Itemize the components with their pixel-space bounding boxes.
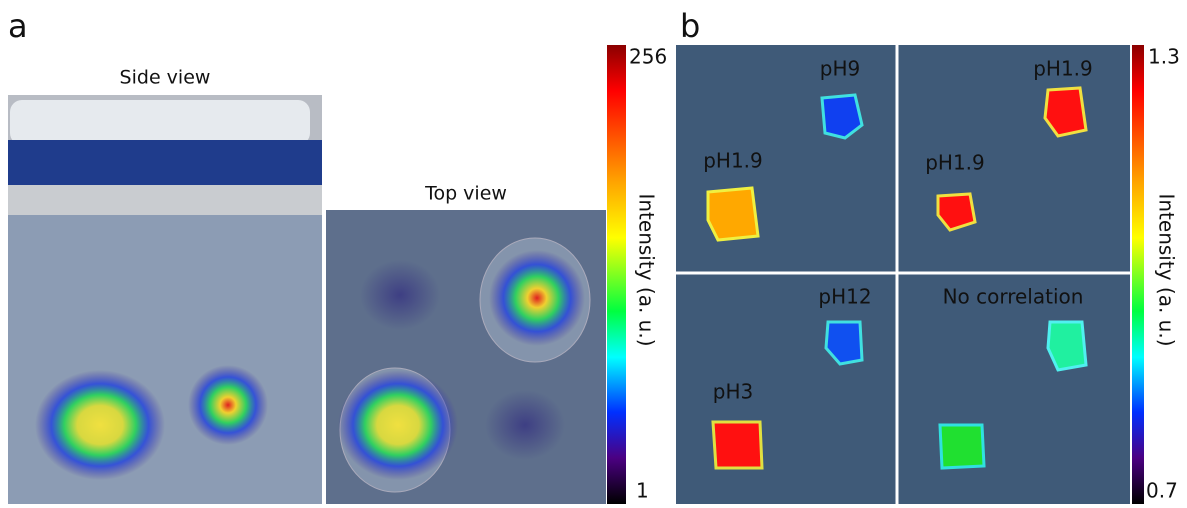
page: {"panel_a": {"label": "a", "side_view": … [0, 0, 1187, 508]
blob [1048, 322, 1086, 370]
body: a Side view Top view 256 1 Intensity (a.… [0, 0, 1187, 508]
colorbar-min: 1 [636, 479, 649, 503]
figure: a Side view Top view 256 1 Intensity (a.… [0, 0, 1187, 504]
cell-label: pH12 [818, 285, 871, 309]
colorbar [607, 45, 626, 504]
colorbar-max: 1.3 [1148, 45, 1180, 69]
lid [10, 100, 310, 145]
image-title: Top view [424, 183, 507, 205]
image-title: Side view [120, 67, 211, 89]
cell-label: pH1.9 [1033, 57, 1093, 81]
blob [708, 188, 758, 240]
heat-spot [188, 365, 268, 445]
blob [1045, 88, 1086, 136]
panel-label: a [8, 7, 28, 45]
heat-spot [360, 260, 440, 330]
colorbar [1132, 45, 1144, 504]
heat-spot [489, 250, 585, 346]
heat-spot [338, 370, 458, 480]
blob [940, 425, 984, 468]
colorbar-max: 256 [629, 45, 667, 69]
heat-spot [485, 390, 565, 460]
cell-label: No correlation [943, 285, 1084, 309]
colorbar-min: 0.7 [1146, 479, 1178, 503]
colorbar-label: Intensity (a. u.) [1155, 193, 1179, 346]
panel-label: b [680, 7, 700, 45]
cell-label: pH1.9 [925, 151, 985, 175]
tube-top [8, 185, 322, 215]
colorbar-label: Intensity (a. u.) [635, 193, 659, 346]
holder [8, 140, 322, 185]
cell-label: pH1.9 [703, 149, 763, 173]
heat-spot [35, 370, 165, 480]
blob [713, 422, 762, 468]
cell-label: pH9 [820, 57, 860, 81]
cell-label: pH3 [713, 380, 753, 404]
